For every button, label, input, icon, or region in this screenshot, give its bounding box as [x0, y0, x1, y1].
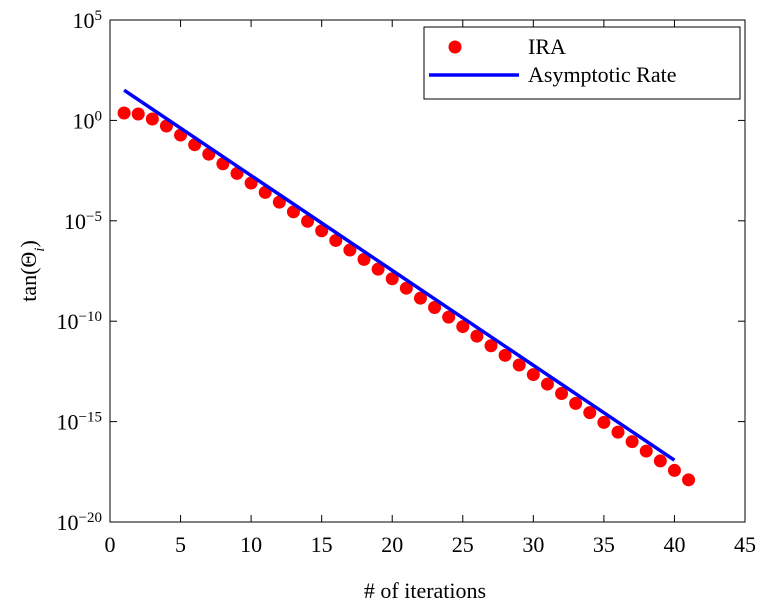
y-tick-label: 10−10	[57, 309, 102, 334]
marker	[117, 106, 131, 120]
marker	[512, 358, 526, 372]
marker	[272, 195, 286, 209]
y-tick-label: 105	[73, 8, 103, 33]
marker	[413, 291, 427, 305]
x-tick-label: 10	[240, 532, 262, 557]
legend-marker	[448, 40, 462, 54]
y-tick-label: 10−5	[64, 209, 102, 234]
x-tick-label: 15	[311, 532, 333, 557]
marker	[286, 205, 300, 219]
x-tick-label: 25	[452, 532, 474, 557]
marker	[315, 224, 329, 238]
marker	[498, 348, 512, 362]
y-tick-label: 10−15	[57, 410, 102, 435]
legend-box	[423, 26, 741, 100]
marker	[131, 107, 145, 121]
marker	[653, 454, 667, 468]
marker	[555, 387, 569, 401]
marker	[329, 233, 343, 247]
marker	[597, 415, 611, 429]
x-tick-label: 5	[175, 532, 186, 557]
x-tick-label: 35	[593, 532, 615, 557]
marker	[442, 310, 456, 324]
marker	[526, 368, 540, 382]
y-tick-label: 100	[73, 108, 103, 133]
marker	[611, 425, 625, 439]
marker	[145, 112, 159, 126]
marker	[667, 463, 681, 477]
x-tick-label: 0	[105, 532, 116, 557]
marker	[428, 301, 442, 315]
x-tick-label: 45	[734, 532, 756, 557]
x-axis-label: # of iterations	[364, 578, 486, 603]
line	[123, 88, 676, 462]
y-tick-label: 10−20	[57, 510, 102, 535]
marker	[456, 320, 470, 334]
marker	[470, 329, 484, 343]
marker	[343, 243, 357, 257]
x-tick-label: 30	[522, 532, 544, 557]
marker	[639, 444, 653, 458]
x-tick-label: 40	[663, 532, 685, 557]
marker	[682, 473, 696, 487]
marker	[569, 396, 583, 410]
marker	[583, 406, 597, 420]
marker	[371, 262, 385, 276]
marker	[385, 272, 399, 286]
marker	[357, 252, 371, 266]
legend-label: IRA	[528, 34, 566, 59]
marker	[399, 281, 413, 295]
marker	[301, 214, 315, 228]
y-axis-label: tan(Θi)	[16, 240, 48, 302]
marker	[484, 339, 498, 353]
x-tick-label: 20	[381, 532, 403, 557]
marker	[540, 377, 554, 391]
legend-label: Asymptotic Rate	[528, 62, 676, 87]
marker	[625, 435, 639, 449]
